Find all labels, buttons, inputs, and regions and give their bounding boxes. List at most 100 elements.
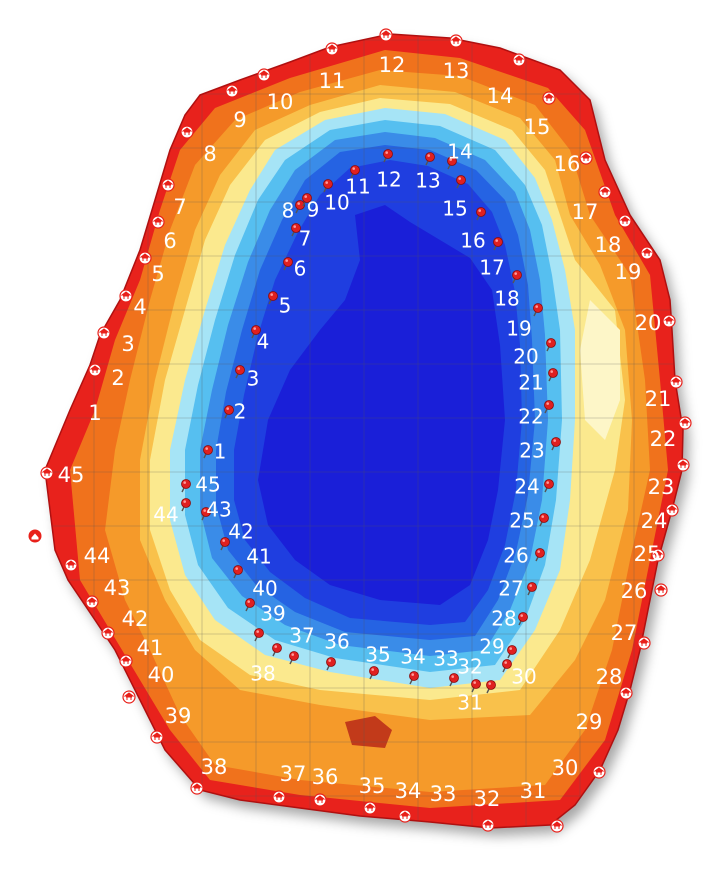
picnic-shelter-icon[interactable] bbox=[88, 363, 102, 377]
picnic-shelter-icon[interactable] bbox=[662, 314, 676, 328]
map-pin-icon[interactable] bbox=[350, 165, 360, 179]
map-pin-icon[interactable] bbox=[323, 179, 333, 193]
map-pin-icon[interactable] bbox=[527, 582, 537, 596]
picnic-shelter-icon[interactable] bbox=[257, 68, 271, 82]
picnic-shelter-icon[interactable] bbox=[325, 42, 339, 56]
inner-site-label: 8 bbox=[282, 199, 295, 223]
map-pin-icon[interactable] bbox=[272, 643, 282, 657]
depth-band-blue-core bbox=[258, 205, 505, 605]
picnic-shelter-icon[interactable] bbox=[618, 214, 632, 228]
map-pin-icon[interactable] bbox=[233, 565, 243, 579]
picnic-shelter-icon[interactable] bbox=[313, 793, 327, 807]
picnic-shelter-icon[interactable] bbox=[151, 215, 165, 229]
picnic-shelter-icon[interactable] bbox=[676, 458, 690, 472]
map-pin-icon[interactable] bbox=[203, 445, 213, 459]
map-pin-icon[interactable] bbox=[291, 223, 301, 237]
picnic-shelter-icon[interactable] bbox=[379, 28, 393, 42]
map-pin-icon[interactable] bbox=[224, 405, 234, 419]
map-pin-icon[interactable] bbox=[546, 338, 556, 352]
picnic-shelter-icon[interactable] bbox=[512, 53, 526, 67]
map-pin-icon[interactable] bbox=[289, 651, 299, 665]
picnic-shelter-icon[interactable] bbox=[550, 819, 564, 833]
map-pin-icon[interactable] bbox=[295, 200, 305, 214]
picnic-shelter-icon[interactable] bbox=[678, 416, 692, 430]
map-pin-icon[interactable] bbox=[201, 507, 211, 521]
picnic-shelter-icon[interactable] bbox=[651, 548, 665, 562]
map-pin-icon[interactable] bbox=[369, 666, 379, 680]
picnic-shelter-icon[interactable] bbox=[481, 818, 495, 832]
picnic-shelter-icon[interactable] bbox=[119, 289, 133, 303]
inner-site-label: 5 bbox=[279, 294, 292, 318]
inner-site-label: 36 bbox=[324, 630, 349, 654]
picnic-shelter-icon[interactable] bbox=[579, 151, 593, 165]
map-pin-icon[interactable] bbox=[447, 156, 457, 170]
map-pin-icon[interactable] bbox=[507, 645, 517, 659]
inner-site-label: 42 bbox=[228, 520, 253, 544]
map-pin-icon[interactable] bbox=[476, 207, 486, 221]
map-pin-icon[interactable] bbox=[245, 598, 255, 612]
map-pin-icon[interactable] bbox=[502, 659, 512, 673]
map-pin-icon[interactable] bbox=[544, 400, 554, 414]
map-pin-icon[interactable] bbox=[533, 303, 543, 317]
home-icon[interactable] bbox=[28, 529, 42, 543]
picnic-shelter-icon[interactable] bbox=[363, 801, 377, 815]
picnic-shelter-icon[interactable] bbox=[122, 690, 136, 704]
map-pin-icon[interactable] bbox=[493, 237, 503, 251]
map-pin-icon[interactable] bbox=[449, 673, 459, 687]
picnic-shelter-icon[interactable] bbox=[101, 626, 115, 640]
picnic-shelter-icon[interactable] bbox=[85, 595, 99, 609]
map-pin-icon[interactable] bbox=[283, 257, 293, 271]
picnic-shelter-icon[interactable] bbox=[669, 375, 683, 389]
picnic-shelter-icon[interactable] bbox=[637, 636, 651, 650]
picnic-shelter-icon[interactable] bbox=[225, 84, 239, 98]
picnic-shelter-icon[interactable] bbox=[138, 251, 152, 265]
inner-site-label: 43 bbox=[206, 498, 231, 522]
inner-site-label: 16 bbox=[460, 229, 485, 253]
map-pin-icon[interactable] bbox=[409, 671, 419, 685]
picnic-shelter-icon[interactable] bbox=[598, 185, 612, 199]
picnic-shelter-icon[interactable] bbox=[119, 654, 133, 668]
map-pin-icon[interactable] bbox=[326, 657, 336, 671]
map-pin-icon[interactable] bbox=[235, 365, 245, 379]
picnic-shelter-icon[interactable] bbox=[180, 125, 194, 139]
map-pin-icon[interactable] bbox=[302, 193, 312, 207]
outer-site-label: 37 bbox=[280, 762, 307, 786]
picnic-shelter-icon[interactable] bbox=[161, 178, 175, 192]
map-pin-icon[interactable] bbox=[268, 291, 278, 305]
outer-site-label: 11 bbox=[319, 69, 346, 93]
map-pin-icon[interactable] bbox=[486, 680, 496, 694]
picnic-shelter-icon[interactable] bbox=[619, 686, 633, 700]
outer-site-label: 2 bbox=[111, 366, 124, 390]
map-pin-icon[interactable] bbox=[251, 325, 261, 339]
outer-site-label: 45 bbox=[58, 463, 85, 487]
map-pin-icon[interactable] bbox=[551, 437, 561, 451]
map-pin-icon[interactable] bbox=[548, 368, 558, 382]
picnic-shelter-icon[interactable] bbox=[190, 781, 204, 795]
picnic-shelter-icon[interactable] bbox=[40, 466, 54, 480]
outer-site-label: 16 bbox=[554, 152, 581, 176]
picnic-shelter-icon[interactable] bbox=[398, 809, 412, 823]
picnic-shelter-icon[interactable] bbox=[97, 326, 111, 340]
map-pin-icon[interactable] bbox=[254, 628, 264, 642]
picnic-shelter-icon[interactable] bbox=[150, 730, 164, 744]
picnic-shelter-icon[interactable] bbox=[654, 583, 668, 597]
picnic-shelter-icon[interactable] bbox=[449, 34, 463, 48]
map-pin-icon[interactable] bbox=[425, 152, 435, 166]
map-pin-icon[interactable] bbox=[518, 612, 528, 626]
map-pin-icon[interactable] bbox=[535, 548, 545, 562]
picnic-shelter-icon[interactable] bbox=[592, 765, 606, 779]
picnic-shelter-icon[interactable] bbox=[64, 558, 78, 572]
map-pin-icon[interactable] bbox=[456, 175, 466, 189]
picnic-shelter-icon[interactable] bbox=[640, 246, 654, 260]
map-pin-icon[interactable] bbox=[181, 498, 191, 512]
map-pin-icon[interactable] bbox=[471, 679, 481, 693]
picnic-shelter-icon[interactable] bbox=[272, 790, 286, 804]
map-pin-icon[interactable] bbox=[220, 537, 230, 551]
picnic-shelter-icon[interactable] bbox=[542, 91, 556, 105]
picnic-shelter-icon[interactable] bbox=[665, 503, 679, 517]
map-pin-icon[interactable] bbox=[544, 479, 554, 493]
map-pin-icon[interactable] bbox=[539, 513, 549, 527]
map-pin-icon[interactable] bbox=[512, 270, 522, 284]
map-pin-icon[interactable] bbox=[383, 149, 393, 163]
map-pin-icon[interactable] bbox=[181, 479, 191, 493]
